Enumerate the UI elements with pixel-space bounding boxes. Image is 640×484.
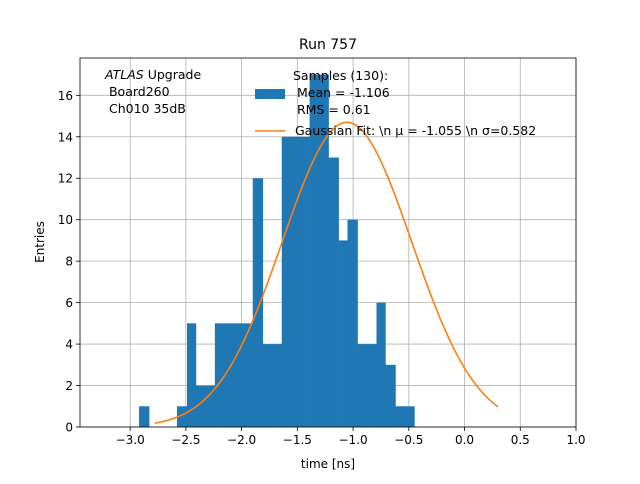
y-axis-ticks: 0 2 4 6 8 10 12 14 16 <box>58 89 80 435</box>
histogram-bar-17 <box>300 136 310 428</box>
annotation-line-0: ATLAS Upgrade <box>104 67 201 82</box>
y-tick-label: 6 <box>65 296 73 310</box>
histogram-bar-27 <box>395 406 405 427</box>
x-tick-label: −2.5 <box>171 433 200 447</box>
x-tick-label: 0.0 <box>455 433 474 447</box>
axes-frame <box>79 57 577 428</box>
histogram-bar-16 <box>290 136 301 428</box>
histogram-bars <box>139 74 415 428</box>
histogram-bar-25 <box>376 302 386 427</box>
histogram-bar-13 <box>262 344 273 427</box>
x-tick-label: 0.5 <box>511 433 530 447</box>
y-tick-label: 14 <box>58 130 73 144</box>
x-axis-ticks: −3.0 −2.5 −2.0 −1.5 −1.0 −0.5 0.0 0.5 1.0 <box>116 427 586 447</box>
y-tick-label: 10 <box>58 213 73 227</box>
histogram-bar-14 <box>271 344 283 427</box>
x-tick-label: −0.5 <box>394 433 423 447</box>
legend-patch-samples <box>255 89 285 99</box>
legend-samples-line-2: RMS = 0.61 <box>293 102 371 117</box>
x-tick-label: −1.0 <box>339 433 368 447</box>
atlas-annotation: ATLAS Upgrade Board260 Ch010 35dB <box>104 67 201 116</box>
histogram-bar-22 <box>347 219 358 427</box>
histogram-bar-4 <box>176 406 188 427</box>
x-tick-label: 1.0 <box>566 433 585 447</box>
y-tick-label: 8 <box>65 255 73 269</box>
histogram-bar-26 <box>385 364 396 427</box>
histogram-bar-23 <box>357 344 367 427</box>
x-tick-label: −3.0 <box>116 433 145 447</box>
histogram-bar-7 <box>205 385 216 427</box>
histogram-bar-0 <box>139 406 150 427</box>
y-tick-label: 12 <box>58 172 73 186</box>
y-tick-label: 0 <box>65 421 73 435</box>
histogram-bar-15 <box>281 136 291 428</box>
gaussian-fit-layer <box>154 121 499 425</box>
histogram-bar-28 <box>404 406 415 427</box>
histogram-bar-24 <box>366 344 377 427</box>
histogram-bar-6 <box>195 385 207 427</box>
legend: Samples (130): Mean = -1.106 RMS = 0.61 G… <box>255 68 536 138</box>
x-tick-label: −1.5 <box>283 433 312 447</box>
legend-samples-line-0: Samples (130): <box>293 68 388 83</box>
gaussian-fit-line <box>154 121 499 425</box>
y-tick-label: 4 <box>65 338 73 352</box>
histogram-bar-12 <box>252 178 264 427</box>
legend-samples-line-1: Mean = -1.106 <box>293 85 390 100</box>
histogram-bar-11 <box>243 323 254 427</box>
histogram-bar-18 <box>309 74 320 428</box>
y-tick-label: 16 <box>58 89 73 103</box>
y-axis-label: Entries <box>33 221 47 263</box>
legend-fit-label: Gaussian Fit: \n μ = -1.055 \n σ=0.582 <box>295 123 536 138</box>
x-tick-label: −2.0 <box>227 433 256 447</box>
histogram-bar-21 <box>338 240 348 427</box>
histogram-bar-19 <box>319 74 329 428</box>
histogram-bar-10 <box>233 323 245 427</box>
chart-title: Run 757 <box>299 37 357 53</box>
y-tick-label: 2 <box>65 379 73 393</box>
x-axis-label: time [ns] <box>301 457 355 471</box>
histogram-bar-9 <box>224 323 235 427</box>
histogram-bar-5 <box>187 323 197 427</box>
annotation-line-1: Board260 <box>105 84 170 99</box>
histogram-bar-8 <box>214 323 226 427</box>
annotation-line-2: Ch010 35dB <box>105 101 186 116</box>
histogram-bar-20 <box>328 157 339 427</box>
